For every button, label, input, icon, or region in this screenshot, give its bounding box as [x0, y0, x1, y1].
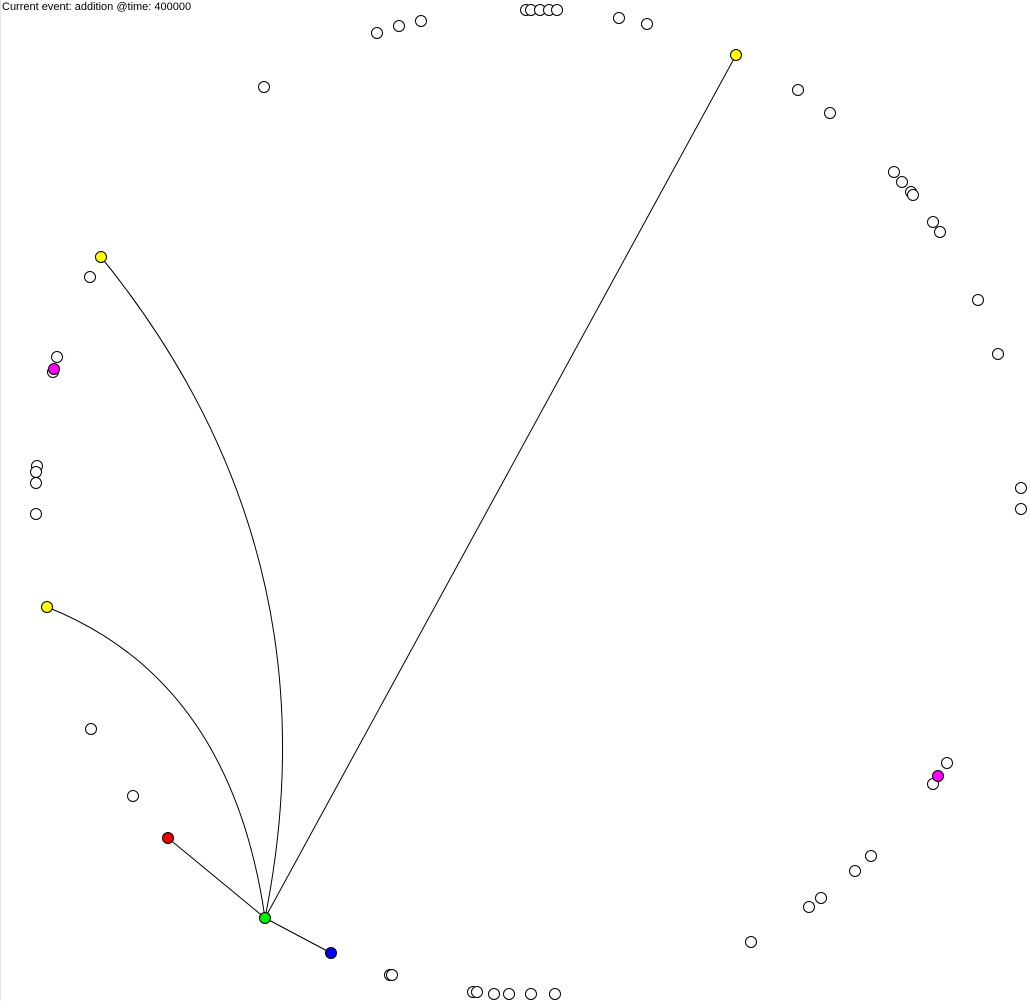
graph-node[interactable] — [30, 477, 42, 489]
graph-node[interactable] — [503, 988, 515, 1000]
graph-node-magenta[interactable] — [48, 363, 60, 375]
graph-node-hub-green[interactable] — [259, 912, 271, 924]
edge-hub-yellow-top-right — [264, 54, 737, 919]
graph-node[interactable] — [30, 508, 42, 520]
graph-node[interactable] — [815, 892, 827, 904]
graph-node-red[interactable] — [162, 832, 174, 844]
graph-node[interactable] — [992, 348, 1004, 360]
graph-node[interactable] — [896, 176, 908, 188]
graph-node[interactable] — [907, 189, 919, 201]
graph-node[interactable] — [415, 15, 427, 27]
graph-node[interactable] — [84, 271, 96, 283]
graph-node[interactable] — [934, 226, 946, 238]
graph-node[interactable] — [525, 988, 537, 1000]
graph-node[interactable] — [551, 4, 563, 16]
graph-node[interactable] — [641, 18, 653, 30]
graph-node-yellow[interactable] — [730, 49, 742, 61]
graph-node[interactable] — [371, 27, 383, 39]
graph-node[interactable] — [888, 166, 900, 178]
edge-hub-yellow-left-upper — [100, 256, 283, 919]
graph-node[interactable] — [745, 936, 757, 948]
graph-node[interactable] — [393, 20, 405, 32]
graph-node[interactable] — [386, 969, 398, 981]
graph-node[interactable] — [30, 466, 42, 478]
graph-node[interactable] — [258, 81, 270, 93]
graph-node[interactable] — [972, 294, 984, 306]
graph-node[interactable] — [1015, 482, 1027, 494]
graph-node[interactable] — [941, 757, 953, 769]
graph-node-yellow[interactable] — [41, 601, 53, 613]
edge-hub-yellow-left-lower — [46, 606, 266, 919]
graph-node[interactable] — [824, 107, 836, 119]
graph-node[interactable] — [613, 12, 625, 24]
graph-node[interactable] — [927, 216, 939, 228]
graph-node[interactable] — [865, 850, 877, 862]
graph-node-magenta[interactable] — [932, 770, 944, 782]
graph-node[interactable] — [471, 986, 483, 998]
edges — [46, 54, 737, 954]
graph-node[interactable] — [792, 84, 804, 96]
graph-node[interactable] — [85, 723, 97, 735]
graph-node[interactable] — [51, 351, 63, 363]
graph-node-blue[interactable] — [325, 947, 337, 959]
graph-node[interactable] — [849, 865, 861, 877]
graph-node[interactable] — [1015, 503, 1027, 515]
current-event-label: Current event: addition @time: 400000 — [2, 1, 192, 13]
graph-node-yellow[interactable] — [95, 251, 107, 263]
edge-hub-blue — [264, 917, 332, 954]
graph-node[interactable] — [488, 988, 500, 1000]
edge-hub-red — [167, 837, 266, 919]
graph-node[interactable] — [803, 901, 815, 913]
graph-node[interactable] — [549, 988, 561, 1000]
graph-node[interactable] — [127, 790, 139, 802]
nodes — [30, 4, 1027, 1000]
